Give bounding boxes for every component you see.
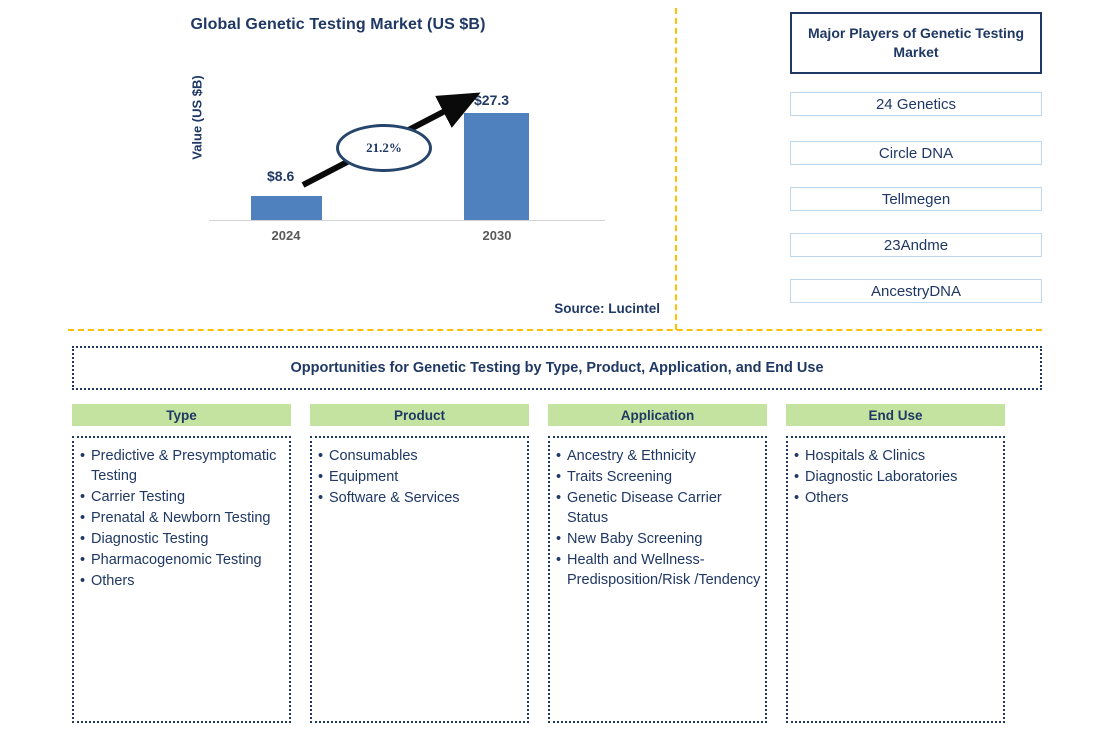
player-label: Circle DNA	[878, 144, 954, 162]
column-body-end-use: Hospitals & ClinicsDiagnostic Laboratori…	[786, 436, 1005, 723]
player-box[interactable]: 23Andme	[790, 233, 1042, 257]
chart-title: Global Genetic Testing Market (US $B)	[190, 16, 486, 33]
x-tick-2030: 2030	[482, 228, 512, 243]
bar-value-2024: $8.6	[267, 168, 295, 184]
list-item: Ancestry & Ethnicity	[556, 446, 761, 466]
opportunity-column-type: Type Predictive & Presymptomatic TestingC…	[72, 404, 291, 723]
player-box[interactable]: Tellmegen	[790, 187, 1042, 211]
list-item: Diagnostic Testing	[80, 529, 285, 549]
bar-2030	[464, 113, 529, 220]
list-item: Prenatal & Newborn Testing	[80, 508, 285, 528]
player-label: Tellmegen	[881, 190, 951, 208]
list-item: Software & Services	[318, 488, 523, 508]
list-item: Others	[794, 488, 999, 508]
cagr-callout: 21.2%	[336, 124, 432, 172]
bar-value-2030: $27.3	[474, 92, 510, 108]
column-header-end-use: End Use	[786, 404, 1005, 426]
column-body-product: ConsumablesEquipmentSoftware & Services	[310, 436, 529, 723]
player-box[interactable]: Circle DNA	[790, 141, 1042, 165]
list-item: Diagnostic Laboratories	[794, 467, 999, 487]
column-header-product: Product	[310, 404, 529, 426]
opportunity-column-end-use: End Use Hospitals & ClinicsDiagnostic Lab…	[786, 404, 1005, 723]
list-item: Genetic Disease Carrier Status	[556, 488, 761, 528]
players-panel-header: Major Players of Genetic Testing Market	[790, 12, 1042, 74]
list-item: Others	[80, 571, 285, 591]
list-item: Equipment	[318, 467, 523, 487]
x-tick-2024: 2024	[271, 228, 301, 243]
source-note: Source: Lucintel	[554, 301, 660, 316]
horizontal-divider	[68, 329, 1042, 331]
player-label: 24 Genetics	[875, 95, 957, 113]
x-axis-line	[209, 220, 605, 221]
list-item: Carrier Testing	[80, 487, 285, 507]
list-item: Traits Screening	[556, 467, 761, 487]
column-header-type: Type	[72, 404, 291, 426]
player-label: AncestryDNA	[870, 282, 962, 300]
market-chart-panel: Global Genetic Testing Market (US $B) Va…	[0, 0, 676, 330]
column-header-application: Application	[548, 404, 767, 426]
list-item: Health and Wellness-Predisposition/Risk …	[556, 550, 761, 590]
list-item: New Baby Screening	[556, 529, 761, 549]
opportunities-banner: Opportunities for Genetic Testing by Typ…	[72, 346, 1042, 390]
list-item: Consumables	[318, 446, 523, 466]
bar-2024	[251, 196, 322, 220]
list-item: Pharmacogenomic Testing	[80, 550, 285, 570]
column-body-type: Predictive & Presymptomatic TestingCarri…	[72, 436, 291, 723]
player-label: 23Andme	[883, 236, 949, 254]
cagr-value: 21.2%	[366, 140, 402, 155]
opportunity-column-product: Product ConsumablesEquipmentSoftware & Se…	[310, 404, 529, 723]
list-item: Hospitals & Clinics	[794, 446, 999, 466]
vertical-divider	[675, 8, 677, 330]
opportunity-columns: TypePredictive & Presymptomatic TestingC…	[72, 404, 1042, 724]
list-item: Predictive & Presymptomatic Testing	[80, 446, 285, 486]
column-body-application: Ancestry & EthnicityTraits ScreeningGene…	[548, 436, 767, 723]
opportunity-column-application: Application Ancestry & EthnicityTraits Sc…	[548, 404, 767, 723]
player-box[interactable]: AncestryDNA	[790, 279, 1042, 303]
player-box[interactable]: 24 Genetics	[790, 92, 1042, 116]
